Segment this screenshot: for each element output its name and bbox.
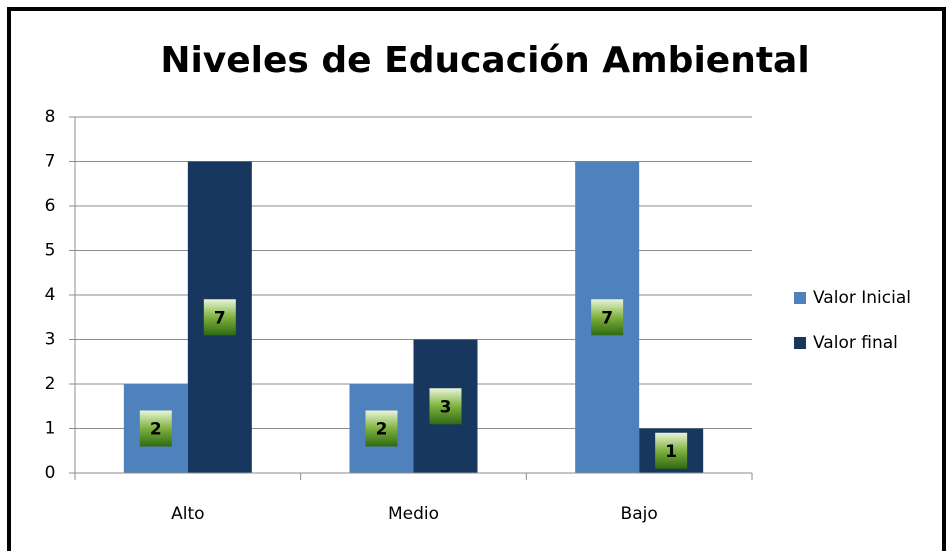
data-label-box <box>203 299 236 336</box>
data-label: 7 <box>214 308 226 328</box>
data-label-box <box>365 410 398 447</box>
chart-title: Niveles de Educación Ambiental <box>160 40 809 81</box>
data-label: 2 <box>376 420 388 440</box>
legend-swatch <box>794 292 806 304</box>
data-label: 7 <box>601 308 613 328</box>
data-label: 1 <box>665 442 677 462</box>
legend-swatch <box>794 337 806 349</box>
y-tick-label: 6 <box>45 196 56 216</box>
x-tick-label: Bajo <box>621 504 658 524</box>
legend-label: Valor final <box>813 333 898 353</box>
data-label-box <box>429 388 462 425</box>
data-label-box <box>591 299 624 336</box>
y-tick-label: 0 <box>45 463 56 483</box>
y-tick-label: 3 <box>45 330 56 350</box>
data-label-box <box>139 410 172 447</box>
x-tick-label: Alto <box>171 504 204 524</box>
y-tick-label: 8 <box>45 107 56 127</box>
data-label: 3 <box>440 397 452 417</box>
y-tick-label: 2 <box>45 374 56 394</box>
data-label-box <box>655 432 688 469</box>
data-label: 2 <box>150 420 162 440</box>
x-tick-label: Medio <box>388 504 439 524</box>
y-tick-label: 7 <box>45 152 56 172</box>
legend-label: Valor Inicial <box>813 288 911 308</box>
y-tick-label: 4 <box>45 285 56 305</box>
y-tick-label: 1 <box>45 419 56 439</box>
frame <box>7 7 946 551</box>
y-tick-label: 5 <box>45 241 56 261</box>
